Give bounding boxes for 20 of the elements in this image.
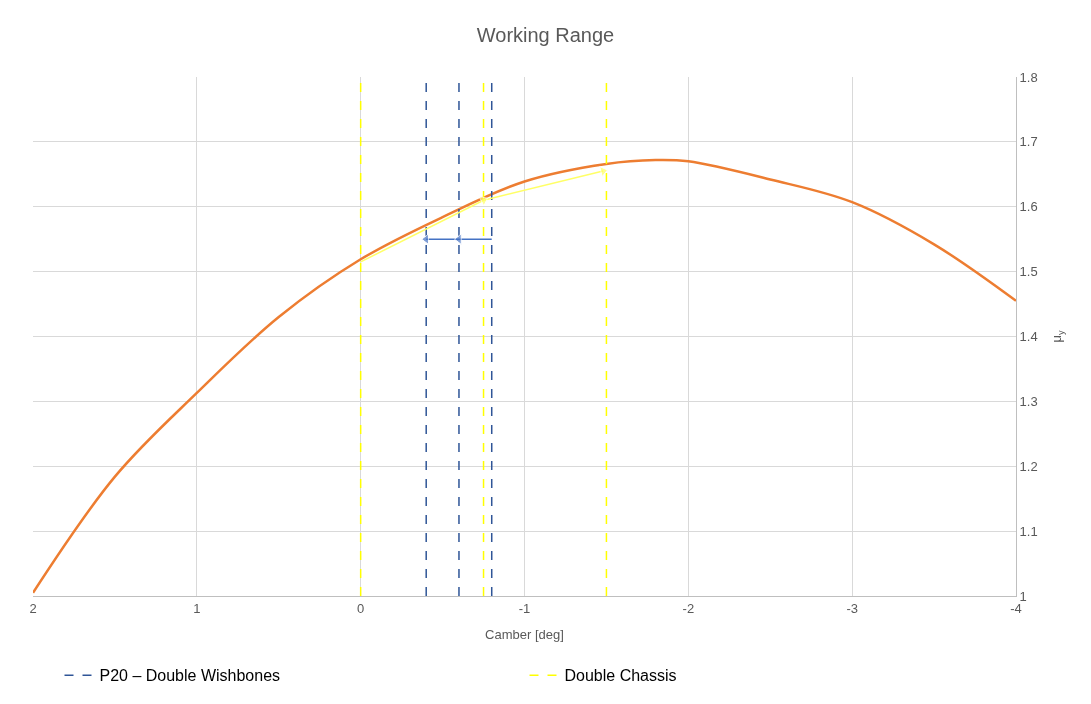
x-tick-label: 2 bbox=[29, 600, 37, 616]
y-tick-label: 1.4 bbox=[1019, 329, 1038, 345]
x-tick-label: 0 bbox=[357, 600, 365, 616]
x-tick-label: -1 bbox=[518, 600, 531, 616]
y-tick-label: 1.3 bbox=[1019, 393, 1038, 409]
y-tick-label: 1.5 bbox=[1019, 264, 1038, 280]
x-axis-title: Camber [deg] bbox=[485, 627, 564, 643]
x-tick-label: -4 bbox=[1010, 600, 1022, 616]
x-tick-label: -2 bbox=[682, 600, 695, 616]
x-tick-label: 1 bbox=[193, 600, 201, 616]
y-tick-label: 1.8 bbox=[1019, 69, 1038, 85]
legend-label: Double Chassis bbox=[564, 667, 677, 685]
y-tick-label: 1.1 bbox=[1019, 523, 1038, 539]
legend-label: P20 – Double Wishbones bbox=[99, 667, 281, 685]
y-tick-label: 1 bbox=[1019, 588, 1027, 604]
y-tick-label: 1.2 bbox=[1019, 458, 1038, 474]
x-tick-label: -3 bbox=[846, 600, 858, 616]
y-tick-label: 1.7 bbox=[1019, 134, 1038, 150]
chart-title: Working Range bbox=[476, 24, 615, 47]
y-tick-label: 1.6 bbox=[1019, 199, 1038, 215]
